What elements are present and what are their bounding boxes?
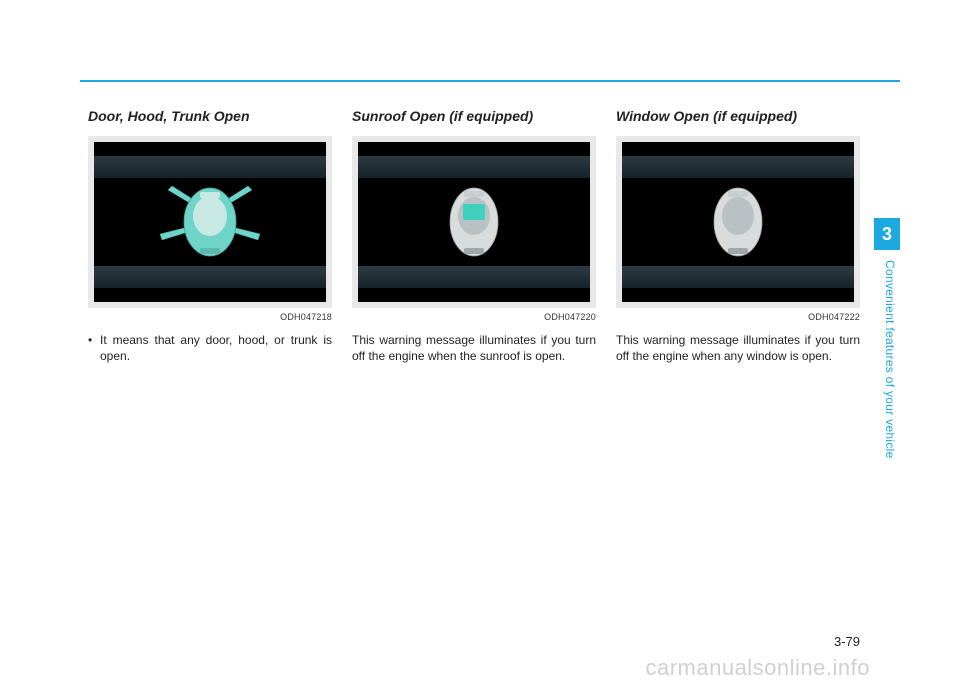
car-svg-sunroof (414, 182, 534, 262)
heading-window: Window Open (if equipped) (616, 108, 860, 124)
band-bottom (94, 266, 326, 288)
column-window: Window Open (if equipped) ODH047222 This… (616, 108, 860, 364)
body-text-door: It means that any door, hood, or trunk i… (88, 332, 332, 364)
heading-sunroof: Sunroof Open (if equipped) (352, 108, 596, 124)
content-columns: Door, Hood, Trunk Open (88, 108, 860, 364)
car-illustration-sunroof (358, 178, 590, 266)
screen-sunroof (358, 142, 590, 302)
heading-door: Door, Hood, Trunk Open (88, 108, 332, 124)
chapter-label: Convenient features of your vehicle (883, 260, 897, 459)
top-rule (80, 80, 900, 82)
chapter-tab: 3 (874, 218, 900, 250)
watermark: carmanualsonline.info (645, 655, 870, 681)
body-text-sunroof: This warning message illuminates if you … (352, 332, 596, 364)
car-svg-window (678, 182, 798, 262)
band-top (358, 156, 590, 178)
car-svg-door (150, 182, 270, 262)
body-text-window: This warning message illuminates if you … (616, 332, 860, 364)
screen-window (622, 142, 854, 302)
car-illustration-window (622, 178, 854, 266)
car-illustration-door (94, 178, 326, 266)
figure-code-door: ODH047218 (88, 312, 332, 322)
column-sunroof: Sunroof Open (if equipped) ODH047220 Thi… (352, 108, 596, 364)
band-top (622, 156, 854, 178)
figure-code-window: ODH047222 (616, 312, 860, 322)
band-bottom (622, 266, 854, 288)
figure-code-sunroof: ODH047220 (352, 312, 596, 322)
figure-window (616, 136, 860, 308)
figure-sunroof (352, 136, 596, 308)
band-top (94, 156, 326, 178)
column-door-hood-trunk: Door, Hood, Trunk Open (88, 108, 332, 364)
screen-door (94, 142, 326, 302)
figure-door (88, 136, 332, 308)
band-bottom (358, 266, 590, 288)
page-number: 3-79 (834, 634, 860, 649)
